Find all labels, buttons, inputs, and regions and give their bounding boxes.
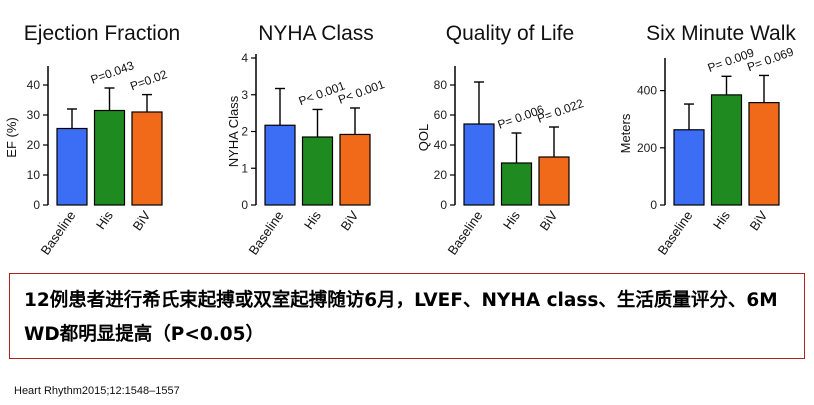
category-label: BiV bbox=[130, 208, 154, 233]
p-value-annotation: P< 0.001 bbox=[336, 77, 387, 107]
y-tick-label: 0 bbox=[33, 198, 40, 212]
p-value-annotation: P= 0.069 bbox=[745, 44, 796, 74]
category-label: Baseline bbox=[655, 208, 696, 257]
caption-box: 12例患者进行希氏束起搏或双室起搏随访6月，LVEF、NYHA class、生活… bbox=[9, 273, 805, 359]
y-tick-label: 4 bbox=[241, 51, 248, 65]
category-label: Baseline bbox=[246, 208, 287, 257]
category-label: His bbox=[93, 208, 116, 232]
y-tick-label: 0 bbox=[650, 198, 657, 212]
y-axis-label: EF (%) bbox=[4, 117, 19, 157]
y-tick-label: 0 bbox=[241, 198, 248, 212]
chart-title: NYHA Class bbox=[258, 22, 374, 45]
chart-panel-4: Six Minute Walk 0 200 400 Meters Baseline His B… bbox=[618, 22, 796, 258]
category-label: BiV bbox=[338, 208, 362, 233]
category-label: His bbox=[710, 208, 733, 232]
y-tick-label: 2 bbox=[241, 125, 248, 139]
chart-title: Quality of Life bbox=[446, 22, 574, 45]
p-value-annotation: P= 0.022 bbox=[535, 96, 586, 126]
bar-baseline bbox=[264, 124, 296, 206]
bar-baseline bbox=[673, 129, 705, 206]
bar-biv bbox=[748, 102, 780, 206]
category-label: Baseline bbox=[38, 208, 79, 257]
y-tick-label: 3 bbox=[241, 88, 248, 102]
category-label: His bbox=[500, 208, 523, 232]
y-tick-label: 20 bbox=[27, 138, 41, 152]
y-axis-label: Meters bbox=[618, 113, 633, 153]
y-tick-label: 60 bbox=[434, 108, 448, 122]
citation: Heart Rhythm2015;12:1548–1557 bbox=[14, 385, 180, 397]
bar-biv bbox=[131, 111, 163, 206]
y-tick-label: 40 bbox=[27, 78, 41, 92]
bar-baseline bbox=[463, 123, 495, 206]
bar-his bbox=[500, 162, 533, 206]
y-tick-label: 20 bbox=[434, 168, 448, 182]
chart-panel-2: NYHA Class 0 1 2 3 4 NYHA Class Baseline His BiV P… bbox=[226, 22, 387, 258]
chart-panel-1: Ejection Fraction 0 10 20 30 40 EF (%) Baseline… bbox=[4, 22, 180, 258]
y-axis-label: QOL bbox=[416, 124, 431, 151]
category-label: BiV bbox=[747, 208, 771, 233]
y-tick-label: 400 bbox=[637, 84, 657, 98]
category-label: His bbox=[301, 208, 324, 232]
bar-biv bbox=[339, 133, 371, 206]
y-axis-label: NYHA Class bbox=[226, 95, 241, 167]
y-tick-label: 10 bbox=[27, 168, 41, 182]
y-tick-label: 200 bbox=[637, 141, 657, 155]
y-tick-label: 80 bbox=[434, 78, 448, 92]
bar-biv bbox=[538, 156, 570, 206]
chart-title: Six Minute Walk bbox=[646, 22, 796, 45]
caption-text: 12例患者进行希氏束起搏或双室起搏随访6月，LVEF、NYHA class、生活… bbox=[24, 290, 778, 345]
bar-his bbox=[301, 136, 334, 206]
bar-baseline bbox=[56, 127, 88, 206]
category-label: Baseline bbox=[445, 208, 486, 257]
y-tick-label: 0 bbox=[440, 198, 447, 212]
category-label: BiV bbox=[537, 208, 561, 233]
y-tick-label: 40 bbox=[434, 138, 448, 152]
y-tick-label: 1 bbox=[241, 161, 248, 175]
chart-title: Ejection Fraction bbox=[24, 22, 180, 45]
bar-his bbox=[93, 109, 126, 206]
bar-his bbox=[710, 94, 743, 206]
y-tick-label: 30 bbox=[27, 108, 41, 122]
chart-panel-3: Quality of Life 0 20 40 60 80 QOL Baseline His Bi… bbox=[416, 22, 586, 258]
